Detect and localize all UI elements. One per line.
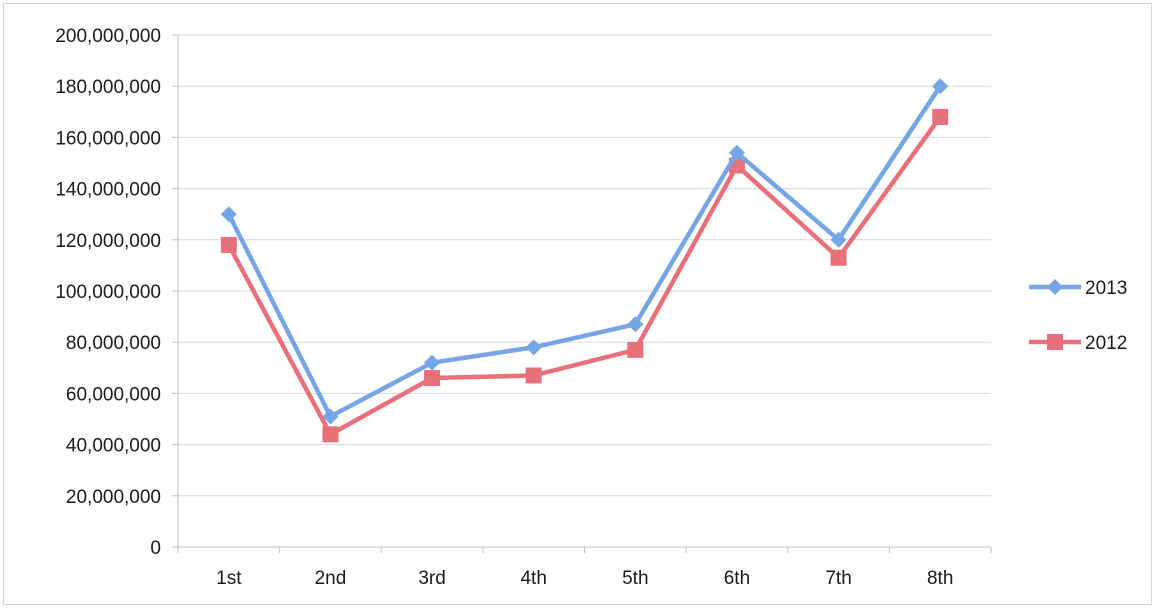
- y-tick-label: 120,000,000: [55, 231, 161, 252]
- data-point: [220, 236, 237, 253]
- y-tick-label: 40,000,000: [66, 436, 161, 457]
- data-point: [220, 206, 237, 223]
- series-2012: [220, 108, 949, 443]
- x-tick-label: 2nd: [315, 568, 347, 589]
- axes: [172, 34, 992, 553]
- data-point: [525, 367, 542, 384]
- y-tick-label: 100,000,000: [55, 282, 161, 303]
- data-point: [932, 78, 949, 95]
- y-axis-tick-labels: 0 20,000,000 40,000,000 60,000,000 80,000,00…: [55, 26, 161, 559]
- data-point: [525, 339, 542, 356]
- data-point: [932, 108, 949, 125]
- y-tick-label: 160,000,000: [55, 128, 161, 149]
- y-tick-label: 200,000,000: [55, 26, 161, 47]
- data-point: [830, 231, 847, 248]
- legend-item-2012: 2012: [1029, 333, 1127, 354]
- data-point: [424, 370, 441, 387]
- legend-marker: [1047, 334, 1063, 350]
- x-tick-label: 5th: [622, 568, 648, 589]
- gridlines: [178, 34, 991, 497]
- y-tick-label: 60,000,000: [66, 384, 161, 405]
- legend: 2013 2012: [1029, 278, 1127, 354]
- data-point: [830, 249, 847, 266]
- data-point: [627, 341, 644, 358]
- x-tick-label: 3rd: [418, 568, 445, 589]
- x-axis-tick-labels: 1st 2nd 3rd 4th 5th 6th 7th 8th: [216, 568, 953, 589]
- series-line-2012: [226, 115, 943, 437]
- legend-item-2013: 2013: [1029, 278, 1127, 299]
- y-tick-label: 0: [150, 538, 161, 559]
- legend-marker: [1047, 279, 1063, 295]
- series-2013: [220, 78, 949, 425]
- x-tick-label: 4th: [520, 568, 546, 589]
- legend-label: 2012: [1085, 333, 1127, 354]
- x-tick-label: 6th: [724, 568, 750, 589]
- x-tick-label: 8th: [927, 568, 953, 589]
- x-tick-label: 7th: [825, 568, 851, 589]
- data-series: [220, 78, 949, 443]
- legend-label: 2013: [1085, 278, 1127, 299]
- y-tick-label: 80,000,000: [66, 333, 161, 354]
- y-tick-label: 180,000,000: [55, 77, 161, 98]
- data-point: [627, 316, 644, 333]
- data-point: [322, 408, 339, 425]
- y-tick-label: 140,000,000: [55, 180, 161, 201]
- x-tick-label: 1st: [216, 568, 242, 589]
- y-tick-label: 20,000,000: [66, 487, 161, 508]
- data-point: [322, 426, 339, 443]
- series-line-2013: [226, 84, 943, 419]
- data-point: [424, 354, 441, 371]
- data-point: [728, 144, 745, 161]
- chart-frame: [3, 3, 1152, 605]
